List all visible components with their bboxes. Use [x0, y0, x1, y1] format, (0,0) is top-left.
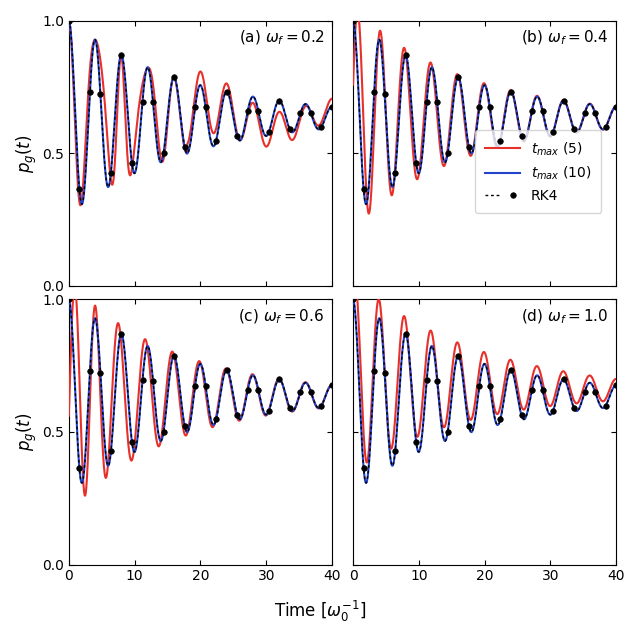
Text: (d) $\omega_f = 1.0$: (d) $\omega_f = 1.0$	[521, 307, 609, 326]
Text: (b) $\omega_f = 0.4$: (b) $\omega_f = 0.4$	[521, 28, 609, 47]
Y-axis label: $p_g(t)$: $p_g(t)$	[15, 134, 39, 173]
Text: Time $[\omega_0^{-1}]$: Time $[\omega_0^{-1}]$	[274, 598, 366, 624]
Text: (a) $\omega_f = 0.2$: (a) $\omega_f = 0.2$	[239, 28, 324, 47]
Y-axis label: $p_g(t)$: $p_g(t)$	[15, 413, 39, 451]
Legend: $t_{max}$ (5), $t_{max}$ (10), RK4: $t_{max}$ (5), $t_{max}$ (10), RK4	[476, 130, 602, 213]
Text: (c) $\omega_f = 0.6$: (c) $\omega_f = 0.6$	[238, 307, 324, 326]
